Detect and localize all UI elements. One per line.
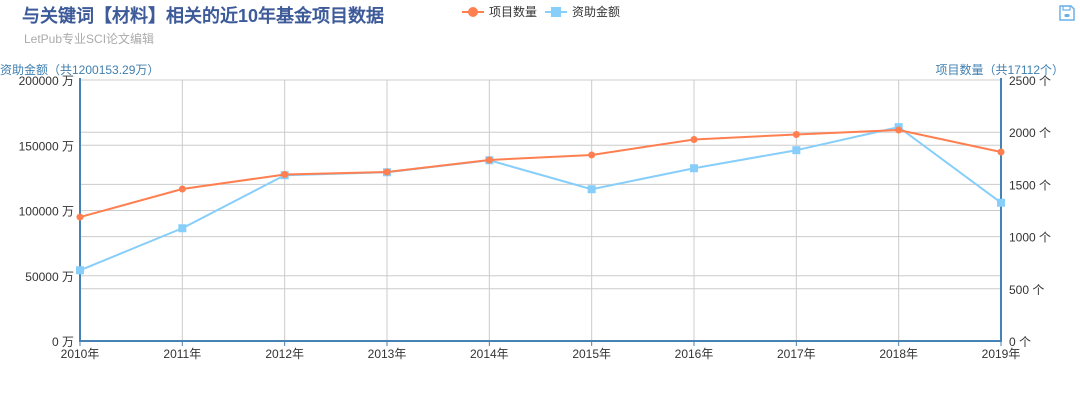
svg-text:200000 万: 200000 万 [19,74,74,88]
right-axis-ticks: 0 个 500 个 1000 个 1500 个 2000 个 2500 个 [1009,74,1051,349]
save-icon [1059,5,1075,21]
svg-text:2010年: 2010年 [61,347,100,361]
axes [79,78,1002,342]
svg-text:2000 个: 2000 个 [1009,126,1051,140]
svg-text:0 个: 0 个 [1009,335,1031,349]
legend-label: 资助金额 [572,5,621,19]
left-axis-name: 资助金额（共1200153.29万） [0,63,160,77]
svg-text:1500 个: 1500 个 [1009,178,1051,192]
right-axis-name: 项目数量（共17112个） [935,63,1064,77]
svg-text:2016年: 2016年 [675,347,714,361]
svg-text:50000 万: 50000 万 [25,270,74,284]
chart-title: 与关键词【材料】相关的近10年基金项目数据 [22,6,385,26]
legend-item-project-count[interactable]: 项目数量 [462,3,537,20]
svg-text:2017年: 2017年 [777,347,816,361]
svg-text:2500 个: 2500 个 [1009,74,1051,88]
svg-text:2011年: 2011年 [163,347,201,361]
svg-text:100000 万: 100000 万 [19,205,74,219]
grid-lines [79,79,1002,342]
svg-text:2012年: 2012年 [265,347,304,361]
svg-text:2018年: 2018年 [879,347,918,361]
left-axis-ticks: 0 万 50000 万 100000 万 150000 万 200000 万 [19,74,74,349]
legend-item-funding-amount[interactable]: 资助金额 [545,3,620,20]
svg-text:500 个: 500 个 [1009,283,1044,297]
legend: 项目数量 资助金额 [462,3,628,20]
save-as-image-button[interactable] [1058,4,1076,22]
svg-text:150000 万: 150000 万 [19,139,74,153]
svg-text:2015年: 2015年 [572,347,611,361]
legend-label: 项目数量 [489,5,538,19]
square-marker-icon [545,6,568,18]
svg-text:0 万: 0 万 [52,335,74,349]
circle-marker-icon [462,6,484,18]
series [76,123,1005,275]
chart-subtitle: LetPub专业SCI论文编辑 [24,32,155,46]
svg-text:2014年: 2014年 [470,347,509,361]
x-axis-ticks: 2010年 2011年 2012年 2013年 2014年 2015年 2016年 2017年… [61,341,1021,361]
svg-text:2013年: 2013年 [368,347,407,361]
svg-text:1000 个: 1000 个 [1009,231,1051,245]
svg-text:2019年: 2019年 [982,347,1021,361]
